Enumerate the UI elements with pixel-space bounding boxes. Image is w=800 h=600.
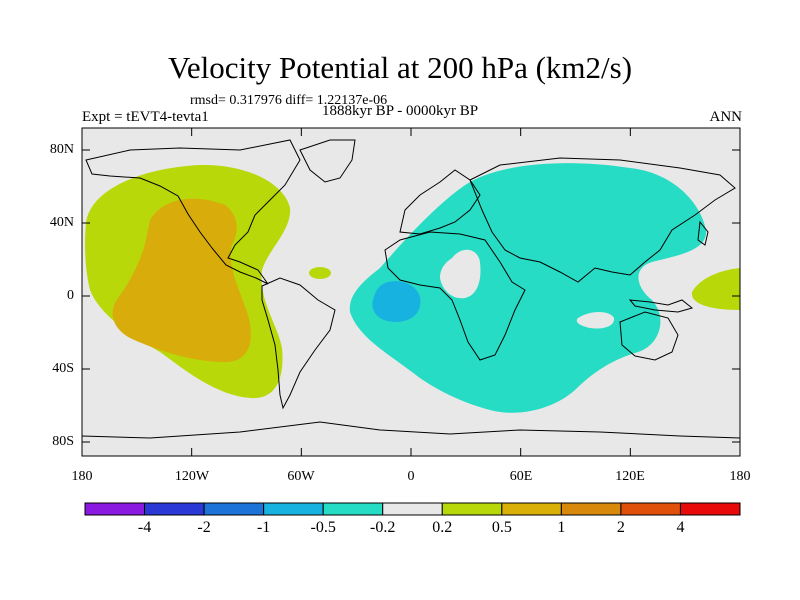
lon-label-180w: 180 <box>71 469 93 484</box>
lon-label-0: 0 <box>407 469 415 484</box>
lat-label-80s: 80S <box>52 434 74 449</box>
lat-label-40n: 40N <box>49 215 74 230</box>
colorbar-swatch <box>501 502 562 516</box>
map-title: Velocity Potential at 200 hPa (km2/s) <box>167 50 633 85</box>
colorbar-swatch <box>441 502 503 516</box>
africa-outline <box>384 231 526 361</box>
colorbar-swatch <box>203 502 265 516</box>
colorbar-swatch <box>560 502 622 516</box>
west-pacific-positive-region <box>691 268 740 310</box>
greenland-outline <box>299 139 356 183</box>
indonesia-outline <box>628 299 694 313</box>
axis-ticks <box>81 128 741 456</box>
coastlines <box>81 139 741 439</box>
sahara-neutral-hole <box>440 249 481 299</box>
colorbar-swatch <box>144 502 205 516</box>
europe-outline <box>399 169 481 235</box>
season-label: ANN <box>709 109 743 125</box>
south-america-outline <box>261 277 336 410</box>
stats-label: rmsd= 0.317976 diff= 1.22137e-06 <box>190 93 388 108</box>
colorbar-label: 1 <box>557 519 566 536</box>
colorbar-swatch <box>263 502 324 516</box>
experiment-label: Expt = tEVT4-tevta1 <box>82 109 209 125</box>
lon-label-120e: 120E <box>615 469 645 484</box>
colorbar-label: 0.2 <box>432 519 453 536</box>
lat-label-0: 0 <box>67 288 74 303</box>
lat-label-40s: 40S <box>52 361 74 376</box>
atlantic-small-positive <box>309 267 331 279</box>
indian-ocean-neutral-hole <box>576 312 615 329</box>
colorbar <box>84 502 741 516</box>
colorbar-swatch <box>322 502 384 516</box>
antarctica-outline <box>81 421 741 439</box>
japan-outline <box>697 220 709 246</box>
colorbar-label: -0.2 <box>370 519 396 536</box>
eastern-negative-region <box>349 163 707 413</box>
lon-label-60w: 60W <box>287 469 315 484</box>
atlantic-strong-negative-region <box>372 281 421 322</box>
lon-label-60e: 60E <box>509 469 533 484</box>
lon-label-180e: 180 <box>729 469 751 484</box>
colorbar-swatch <box>382 502 443 516</box>
period-label: 1888kyr BP - 0000kyr BP <box>321 103 479 119</box>
colorbar-swatch <box>620 502 681 516</box>
colorbar-label: -4 <box>137 519 152 536</box>
colorbar-label: -2 <box>197 519 211 536</box>
colorbar-label: 2 <box>616 519 625 536</box>
asia-outline <box>469 157 736 283</box>
lat-label-80n: 80N <box>49 142 74 157</box>
colorbar-label: -1 <box>256 519 271 536</box>
colorbar-swatch <box>84 502 146 516</box>
australia-outline <box>619 311 679 361</box>
colorbar-label: -0.5 <box>310 519 336 536</box>
colorbar-label: 4 <box>676 519 685 536</box>
colorbar-label: 0.5 <box>491 519 512 536</box>
lon-label-120w: 120W <box>174 469 210 484</box>
pacific-strong-positive-region <box>112 198 251 362</box>
colorbar-swatch <box>679 502 741 516</box>
north-america-outline <box>85 139 301 285</box>
